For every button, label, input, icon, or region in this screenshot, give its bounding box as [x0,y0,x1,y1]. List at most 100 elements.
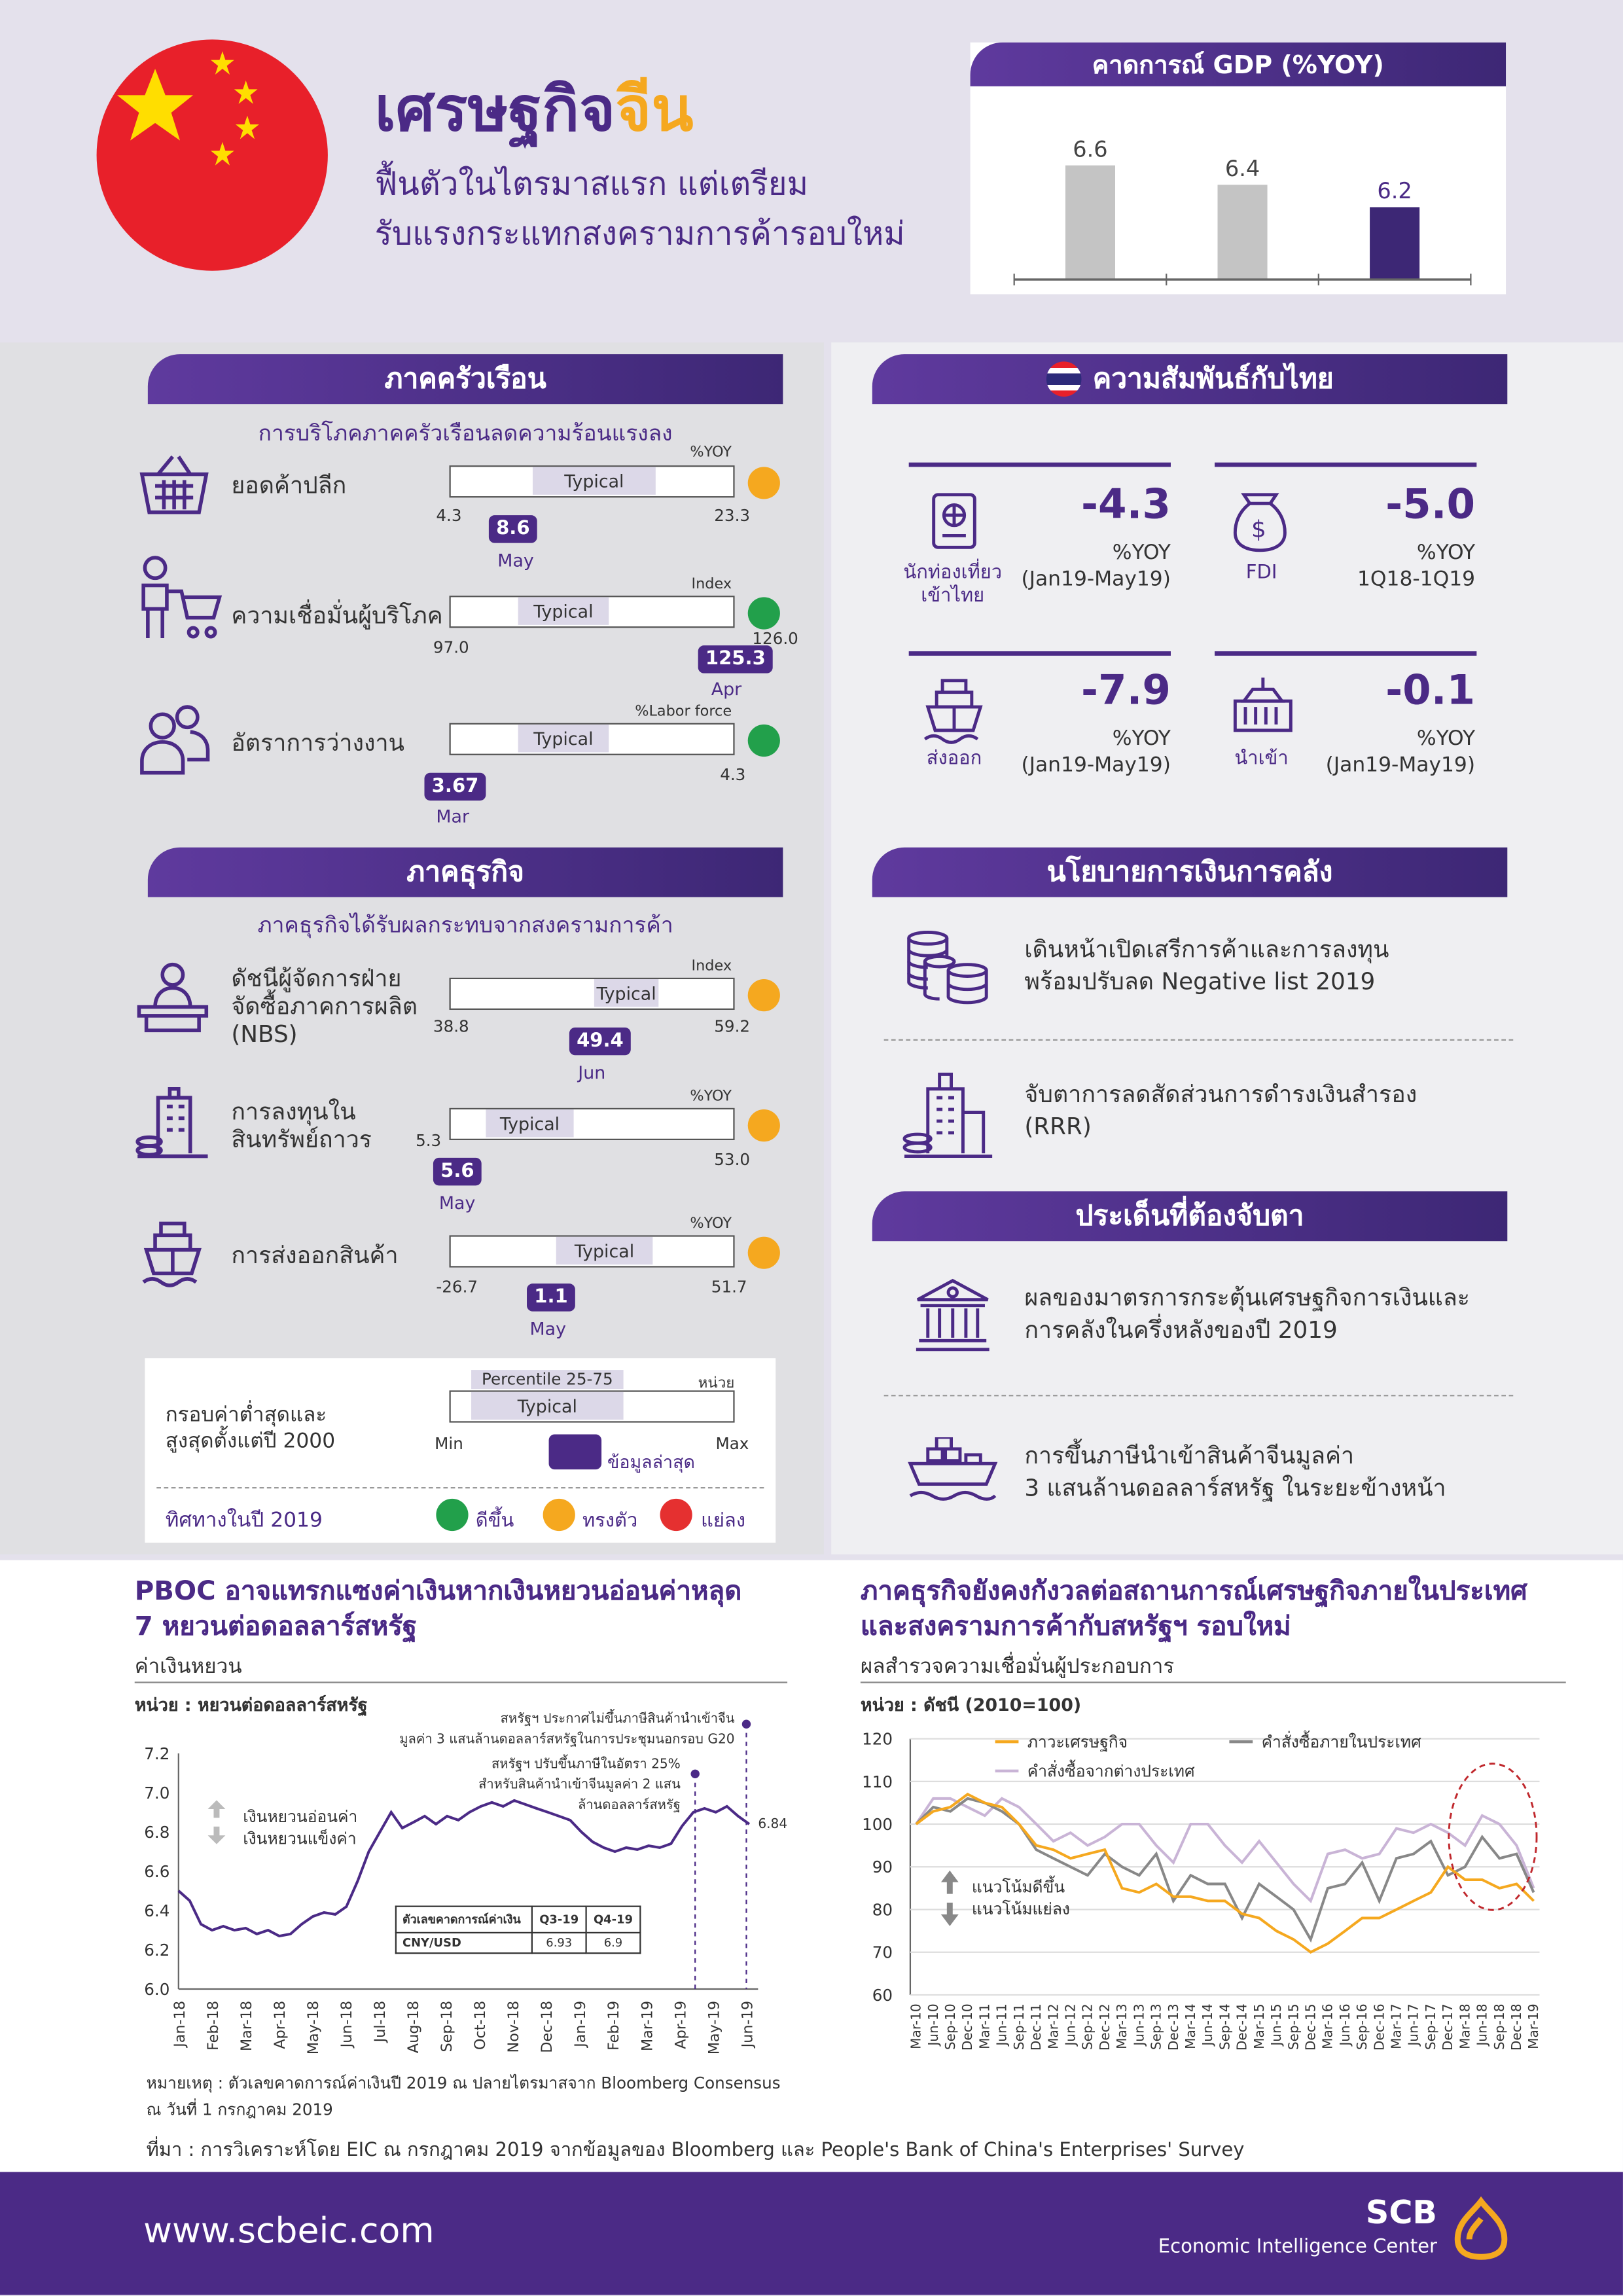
fx-y-tick: 6.8 [144,1823,169,1842]
gdp-bar-1Q2019 [1217,185,1268,280]
conf-y-tick: 90 [872,1857,893,1876]
scb-logo-icon [1449,2195,1513,2269]
consumer-confidence-unit: Index [691,577,732,593]
thai-relation-title-text: ความสัมพันธ์กับไทย [1092,363,1334,395]
conf-x-tick: Sep-16 [1354,2003,1370,2050]
retail-sales-typical: Typical [532,467,656,495]
conf-chart-rule [860,1681,1566,1683]
fx-note-1: หมายเหตุ : ตัวเลขคาดการณ์ค่าเงินปี 2019 … [146,2073,781,2093]
fx-chart-rule [134,1681,788,1683]
pmi-max: 59.2 [714,1017,751,1037]
conf-x-tick: Dec-12 [1097,2003,1113,2051]
watch-divider [883,1395,1514,1397]
source-bar [0,2122,1623,2172]
conf-x-tick: Mar-12 [1045,2003,1061,2049]
exports-typical: Typical [556,1236,653,1265]
fx-x-tick: Mar-19 [639,2001,656,2051]
relation-3-label: ส่งออก [926,747,982,770]
pmi-min: 38.8 [433,1017,469,1037]
consumer-confidence-value: 125.3 [698,645,773,673]
conf-x-tick: Jun-17 [1406,2003,1421,2047]
container-icon [1232,675,1294,742]
fx-x-tick: Apr-18 [272,2001,289,2049]
fx-x-tick: Jan-18 [171,2001,188,2049]
footer-bar [0,2172,1623,2295]
conf-x-tick: Jun-18 [1474,2003,1490,2047]
gdp-box: คาดการณ์ GDP (%YOY) 6.620186.41Q20196.22… [970,42,1507,295]
fx-x-tick: Mar-18 [238,2001,255,2051]
conf-x-tick: Sep-12 [1080,2003,1096,2050]
business-subtitle: ภาคธุรกิจได้รับผลกระทบจากสงครามการค้า [257,912,673,939]
fx-table-h1: Q3-19 [531,1905,587,1934]
title-part-economy: เศรษฐกิจ [374,73,616,145]
fx-table-r2: 6.9 [585,1931,641,1954]
fx-x-tick: May-19 [705,2001,722,2054]
conf-x-tick: Sep-14 [1217,2003,1232,2050]
retail-sales-max: 23.3 [714,506,751,526]
fai-label-1: การลงทุนใน [231,1098,356,1126]
gdp-bar-value: 6.6 [1073,136,1107,162]
policy-2-line-2: (RRR) [1024,1112,1092,1140]
ship-icon [922,675,986,751]
pmi-label-1: ดัชนีผู้จัดการฝ่าย [231,964,402,993]
relation-1-period: (Jan19-May19) [1021,567,1171,592]
right-panel [831,342,1623,1554]
footer-url[interactable]: www.scbeic.com [143,2210,435,2251]
fx-x-tick: Dec-18 [539,2001,556,2053]
retail-sales-min: 4.3 [436,506,462,526]
gdp-bar-value: 6.4 [1225,156,1260,181]
relation-4-value: -0.1 [1385,666,1476,715]
building-coins-icon [135,1086,211,1165]
strong-arrow-icon [207,1826,226,1844]
conf-x-tick: Jun-11 [994,2003,1010,2047]
fai-value: 5.6 [433,1157,482,1186]
conf-x-tick: Mar-18 [1457,2003,1472,2049]
fx-chart-title-2: 7 หยวนต่อดอลลาร์สหรัฐ [134,1611,418,1643]
pmi-date: Jun [578,1062,606,1083]
fai-unit: %YOY [690,1088,732,1105]
fx-y-tick: 6.2 [144,1941,169,1960]
exports-min: -26.7 [436,1278,478,1297]
pmi-status-dot [747,979,780,1012]
fx-x-tick: Feb-19 [605,2001,622,2051]
relation-2-label: FDI [1245,562,1277,584]
conf-x-tick: Sep-10 [942,2003,958,2050]
pmi-gauge: Typical [449,977,735,1010]
legend-unit: หน่วย [698,1376,735,1392]
conf-x-tick: Jun-13 [1131,2003,1147,2047]
legend-label-2: สูงสุดตั้งแต่ปี 2000 [165,1429,336,1454]
conf-y-tick: 100 [862,1815,893,1834]
source-text: ที่มา : การวิเคราะห์โดย EIC ณ กรกฎาคม 20… [146,2140,1245,2162]
fai-min: 5.3 [416,1131,442,1151]
fx-x-tick: Apr-19 [672,2001,689,2049]
policy-divider [883,1039,1514,1041]
exports-unit: %YOY [690,1216,732,1232]
pmi-unit: Index [691,958,732,975]
page-subtitle-2: รับแรงกระแทกสงครามการค้ารอบใหม่ [374,216,905,253]
exports-date: May [529,1318,566,1340]
conf-x-tick: Dec-15 [1302,2003,1318,2051]
fx-x-tick: Oct-18 [472,2001,489,2050]
watch-2-line-2: 3 แสนล้านดอลลาร์สหรัฐ ในระยะข้างหน้า [1024,1473,1446,1502]
conf-x-tick: Mar-14 [1183,2003,1198,2049]
conf-x-tick: Mar-11 [976,2003,992,2049]
svg-text:$: $ [1251,516,1266,543]
conf-chart-subtitle: ผลสำรวจความเชื่อมั่นผู้ประกอบการ [860,1655,1175,1679]
relation-2-value: -5.0 [1385,480,1476,529]
conf-x-tick: Dec-16 [1371,2003,1387,2051]
fx-forecast-table: ตัวเลขคาดการณ์ค่าเงิน Q3-19 Q4-19 CNY/US… [395,1905,641,1954]
conf-y-tick: 70 [872,1943,893,1962]
conf-x-tick: Jun-16 [1337,2003,1353,2047]
fai-gauge: Typical [449,1107,735,1140]
unemployment-unit: %Labor force [635,704,732,721]
fx-annotation-1b: มูลค่า 3 แสนล้านดอลลาร์สหรัฐในการประชุมน… [399,1732,735,1748]
conf-chart-unit: หน่วย : ดัชนี (2010=100) [860,1695,1082,1715]
fx-annotation-2a: สหรัฐฯ ปรับขึ้นภาษีในอัตรา 25% [491,1757,681,1773]
conf-x-tick: Dec-17 [1440,2003,1455,2051]
coins-stack-icon [904,929,992,1011]
relation-3-value: -7.9 [1081,666,1171,715]
unemployment-max: 4.3 [720,765,746,785]
conf-chart-title-2: และสงครามการค้ากับสหรัฐฯ รอบใหม่ [860,1611,1291,1643]
china-flag-icon [96,39,328,271]
